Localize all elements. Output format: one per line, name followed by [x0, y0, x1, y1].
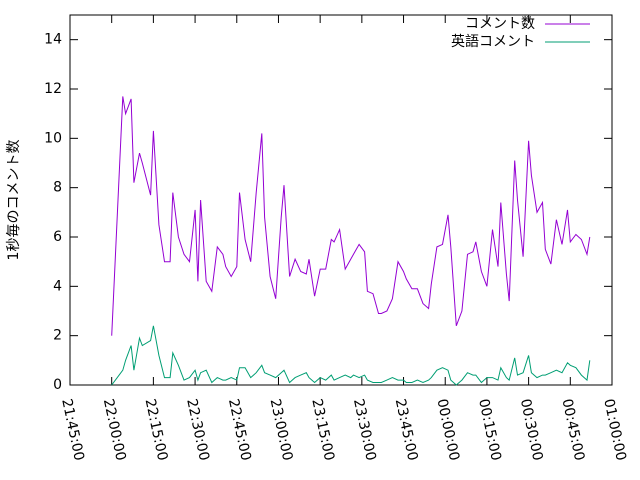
x-tick-label: 22:45:00 — [225, 397, 254, 462]
x-tick-label: 21:45:00 — [58, 397, 87, 462]
x-tick-label: 00:15:00 — [475, 397, 504, 462]
x-tick-label: 00:00:00 — [433, 397, 462, 462]
y-tick-label: 6 — [53, 229, 62, 245]
y-axis-label: 1秒毎のコメント数 — [6, 140, 22, 261]
x-tick-label: 22:15:00 — [142, 397, 171, 462]
y-tick-label: 2 — [53, 328, 62, 344]
x-tick-label: 00:30:00 — [517, 397, 546, 462]
x-tick-label: 01:00:00 — [600, 397, 629, 462]
legend-label: コメント数 — [465, 16, 535, 32]
y-tick-label: 10 — [44, 130, 62, 146]
series-line — [111, 96, 591, 336]
x-tick-label: 00:45:00 — [558, 397, 587, 462]
series-line — [111, 325, 591, 386]
y-tick-label: 12 — [44, 81, 62, 97]
x-tick-label: 23:30:00 — [350, 397, 379, 462]
y-tick-label: 14 — [44, 32, 62, 48]
legend-label: 英語コメント — [451, 33, 535, 50]
x-tick-label: 23:15:00 — [308, 397, 337, 462]
x-tick-label: 23:00:00 — [267, 397, 296, 462]
x-tick-label: 23:45:00 — [392, 397, 421, 462]
y-tick-label: 0 — [53, 377, 62, 393]
y-tick-label: 8 — [53, 180, 62, 196]
x-tick-label: 22:30:00 — [183, 397, 212, 462]
plot-frame — [69, 14, 613, 386]
y-tick-label: 4 — [53, 278, 62, 294]
x-tick-label: 22:00:00 — [100, 397, 129, 462]
